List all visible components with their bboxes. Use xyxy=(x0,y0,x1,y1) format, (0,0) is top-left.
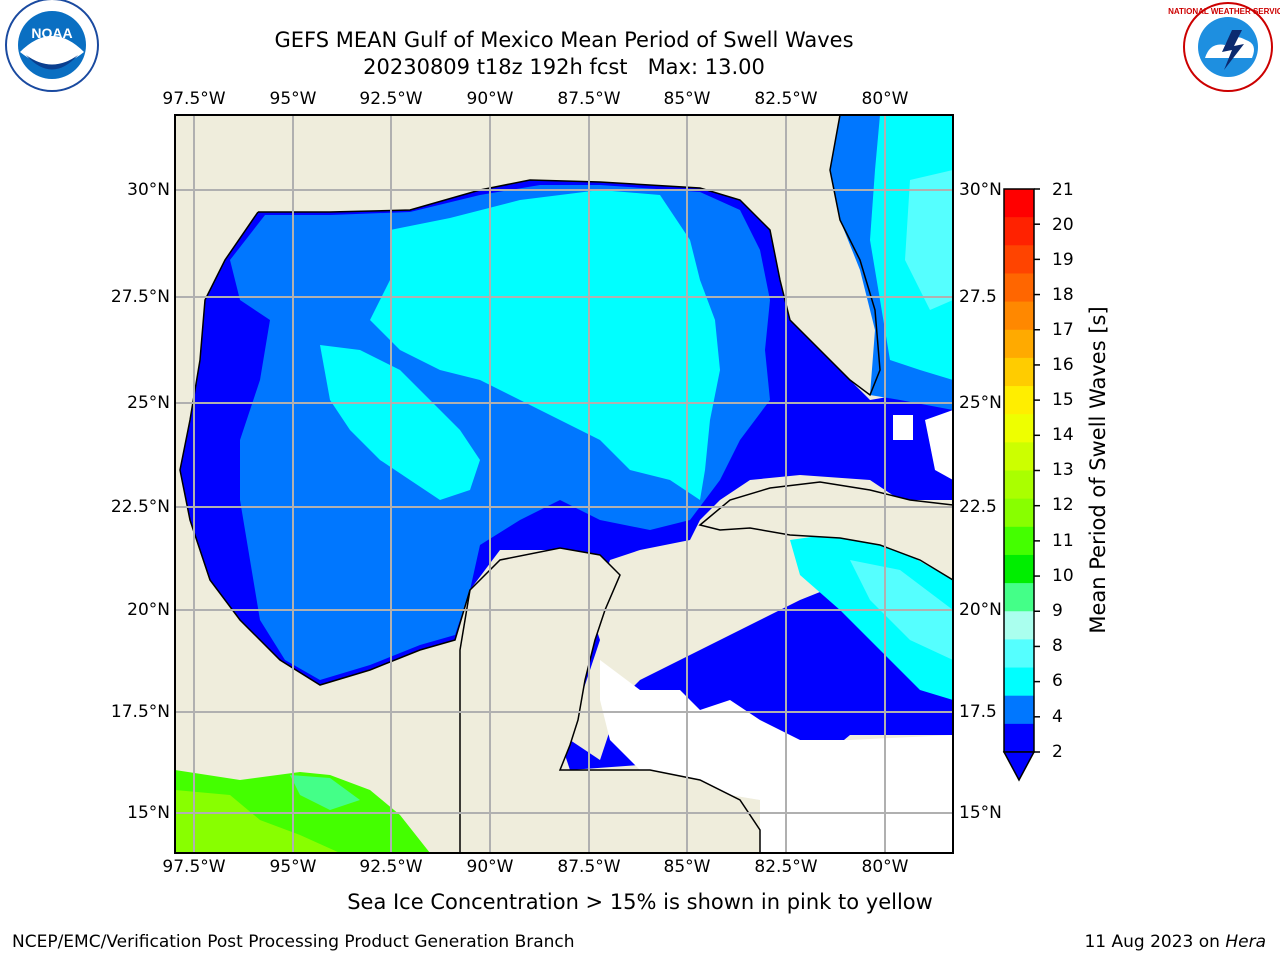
colorbar-band xyxy=(1004,611,1034,640)
lon-tick-top: 85°W xyxy=(663,89,711,109)
colorbar-band xyxy=(1004,470,1034,500)
no-data-caribbean xyxy=(600,660,953,853)
lat-tick-right: 30°N xyxy=(959,180,1002,200)
colorbar-band xyxy=(1004,723,1034,753)
lon-tick-bottom: 80°W xyxy=(861,857,909,877)
colorbar-tick-label: 4 xyxy=(1052,707,1063,727)
colorbar-label: Mean Period of Swell Waves [s] xyxy=(1086,306,1110,634)
chart-title: GEFS MEAN Gulf of Mexico Mean Period of … xyxy=(274,28,854,52)
colorbar-band xyxy=(1004,639,1034,669)
colorbar-band xyxy=(1004,526,1034,556)
noaa-logo: NOAA xyxy=(5,0,99,92)
atlantic-light xyxy=(905,170,953,310)
lat-tick-right: 27.5 xyxy=(959,287,997,307)
colorbar-band xyxy=(1004,414,1034,443)
lat-tick-left: 20°N xyxy=(127,600,170,620)
lon-tick-top: 92.5°W xyxy=(359,89,423,109)
footer-credit: NCEP/EMC/Verification Post Processing Pr… xyxy=(12,932,575,952)
lon-tick-bottom: 95°W xyxy=(269,857,317,877)
colorbar-tick-label: 16 xyxy=(1052,355,1074,375)
no-data-patch xyxy=(893,415,913,440)
colorbar-band xyxy=(1004,217,1034,246)
lat-tick-left: 27.5°N xyxy=(110,287,170,307)
colorbar-band xyxy=(1004,189,1034,218)
colorbar-tick-label: 21 xyxy=(1052,180,1074,200)
colorbar-tick-label: 8 xyxy=(1052,636,1063,656)
colorbar-tick-label: 15 xyxy=(1052,390,1074,410)
colorbar-tick-label: 20 xyxy=(1052,215,1074,235)
colorbar-band xyxy=(1004,667,1034,697)
coastline-mexico xyxy=(179,211,471,686)
colorbar-tick-label: 18 xyxy=(1052,285,1074,305)
lat-tick-left: 22.5°N xyxy=(110,497,170,517)
gulf-cyan-west xyxy=(320,345,480,500)
caribbean-cyan xyxy=(790,530,953,700)
lat-tick-right: 22.5 xyxy=(959,497,997,517)
lat-tick-left: 17.5°N xyxy=(110,702,170,722)
lat-tick-right: 20°N xyxy=(959,600,1002,620)
lat-tick-right: 15°N xyxy=(959,803,1002,823)
lon-tick-top: 95°W xyxy=(269,89,317,109)
colorbar-tick-label: 13 xyxy=(1052,460,1074,480)
lon-tick-bottom: 97.5°W xyxy=(162,857,226,877)
plot-frame xyxy=(174,114,954,854)
colorbar-band xyxy=(1004,442,1034,471)
lon-tick-top: 90°W xyxy=(466,89,514,109)
colorbar-ticks xyxy=(1034,188,1040,753)
lon-tick-top: 87.5°W xyxy=(557,89,621,109)
footer-date-text: 11 Aug 2023 on xyxy=(1084,932,1220,952)
colorbar-tick-label: 9 xyxy=(1052,601,1063,621)
colorbar-tick-label: 19 xyxy=(1052,250,1074,270)
noaa-logo-text: NOAA xyxy=(31,25,72,41)
colorbar-band xyxy=(1004,386,1034,415)
lat-tick-left: 15°N xyxy=(127,803,170,823)
graticule xyxy=(175,115,953,853)
chart-subtitle: 20230809 t18z 192h fcst Max: 13.00 xyxy=(363,55,765,79)
lat-tick-left: 30°N xyxy=(127,180,170,200)
lon-tick-bottom: 90°W xyxy=(466,857,514,877)
lat-tick-right: 17.5 xyxy=(959,702,997,722)
footer-host: Hera xyxy=(1225,932,1266,952)
colorbar-band xyxy=(1004,245,1034,274)
lon-tick-top: 80°W xyxy=(861,89,909,109)
lat-tick-right: 25°N xyxy=(959,393,1002,413)
colorbar-band xyxy=(1004,329,1034,359)
lon-tick-bottom: 85°W xyxy=(663,857,711,877)
lat-tick-left: 25°N xyxy=(127,393,170,413)
yucatan-land xyxy=(459,547,761,853)
footer-date: 11 Aug 2023 on Hera xyxy=(1084,932,1266,952)
colorbar-band xyxy=(1004,695,1034,725)
colorbar-tick-label: 11 xyxy=(1052,531,1074,551)
lon-tick-bottom: 92.5°W xyxy=(359,857,423,877)
ice-note: Sea Ice Concentration > 15% is shown in … xyxy=(347,890,933,914)
colorbar-tick-label: 12 xyxy=(1052,495,1074,515)
lon-tick-top: 82.5°W xyxy=(754,89,818,109)
colorbar xyxy=(1004,189,1034,753)
gulf-cyan-core xyxy=(370,190,720,500)
nws-logo: NATIONAL WEATHER SERVICE xyxy=(1168,2,1280,92)
colorbar-band xyxy=(1004,583,1034,612)
colorbar-band xyxy=(1004,301,1034,331)
colorbar-band xyxy=(1004,357,1034,387)
colorbar-band xyxy=(1004,273,1034,303)
colorbar-band xyxy=(1004,498,1034,528)
pacific-lime xyxy=(175,790,340,853)
colorbar-tick-label: 6 xyxy=(1052,671,1063,691)
lon-tick-top: 97.5°W xyxy=(162,89,226,109)
lon-tick-bottom: 82.5°W xyxy=(754,857,818,877)
colorbar-tick-label: 2 xyxy=(1052,742,1063,762)
colorbar-tick-label: 17 xyxy=(1052,320,1074,340)
colorbar-tick-label: 14 xyxy=(1052,425,1074,445)
colorbar-band xyxy=(1004,554,1034,584)
colorbar-tick-label: 10 xyxy=(1052,566,1074,586)
colorbar-extend-arrow xyxy=(1002,751,1036,782)
pacific-mint xyxy=(290,775,360,810)
no-data-bahamas xyxy=(925,410,953,480)
nws-logo-text: NATIONAL WEATHER SERVICE xyxy=(1168,7,1280,16)
lon-tick-bottom: 87.5°W xyxy=(557,857,621,877)
